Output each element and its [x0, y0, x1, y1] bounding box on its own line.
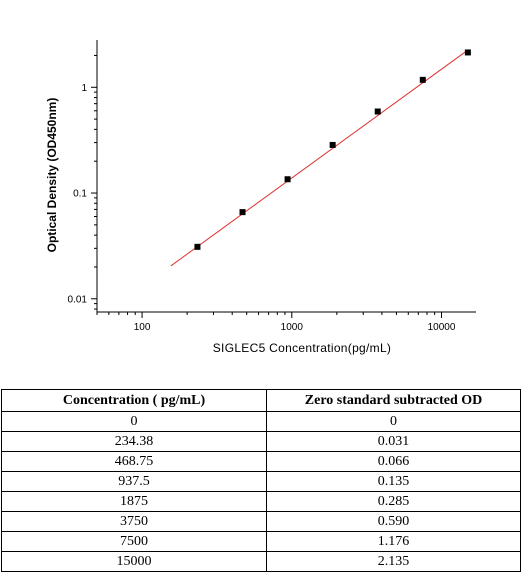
concentration-cell: 1875	[1, 491, 267, 512]
data-point	[419, 76, 426, 83]
od-cell: 2.135	[266, 551, 521, 572]
concentration-cell: 937.5	[1, 471, 267, 492]
column-header-concentration: Concentration ( pg/mL)	[1, 389, 267, 412]
table-row: 468.75 0.066	[1, 451, 521, 472]
od-cell: 0	[266, 411, 521, 432]
data-point	[194, 243, 201, 250]
concentration-cell: 3750	[1, 511, 267, 532]
column-header-od: Zero standard subtracted OD	[266, 389, 521, 412]
table-header-row: Concentration ( pg/mL) Zero standard sub…	[1, 389, 521, 412]
od-cell: 0.285	[266, 491, 521, 512]
concentration-cell: 7500	[1, 531, 267, 552]
standard-curve-chart: 100 1000 10000 0.01 0.1 1 SIGLEC5 Concentrati…	[45, 40, 476, 355]
data-point	[284, 176, 291, 183]
data-point	[374, 108, 381, 115]
od-cell: 0.590	[266, 511, 521, 532]
y-axis-title: Optical Density (OD450nm)	[45, 98, 59, 253]
data-point	[464, 49, 471, 56]
table-row: 15000 2.135	[1, 551, 521, 572]
od-cell: 0.066	[266, 451, 521, 472]
data-point	[329, 141, 336, 148]
concentration-cell: 0	[1, 411, 267, 432]
concentration-cell: 15000	[1, 551, 267, 572]
table-row: 937.5 0.135	[1, 471, 521, 492]
data-point	[239, 209, 246, 216]
table-row: 7500 1.176	[1, 531, 521, 552]
x-tick-label: 10000	[428, 322, 456, 333]
concentration-cell: 234.38	[1, 431, 267, 452]
x-axis-title: SIGLEC5 Concentration(pg/mL)	[213, 341, 391, 355]
plot-area: 100 1000 10000 0.01 0.1 1	[68, 40, 476, 333]
table-row: 1875 0.285	[1, 491, 521, 512]
table-row: 234.38 0.031	[1, 431, 521, 452]
concentration-cell: 468.75	[1, 451, 267, 472]
table-row: 3750 0.590	[1, 511, 521, 532]
standard-data-table: Concentration ( pg/mL) Zero standard sub…	[1, 389, 521, 572]
y-tick-label: 1	[81, 83, 87, 94]
x-tick-label: 100	[134, 322, 151, 333]
regression-line	[170, 49, 469, 267]
x-tick-label: 1000	[281, 322, 304, 333]
y-tick-label: 0.01	[68, 294, 88, 305]
od-cell: 0.031	[266, 431, 521, 452]
od-cell: 0.135	[266, 471, 521, 492]
od-cell: 1.176	[266, 531, 521, 552]
y-tick-label: 0.1	[73, 189, 87, 200]
